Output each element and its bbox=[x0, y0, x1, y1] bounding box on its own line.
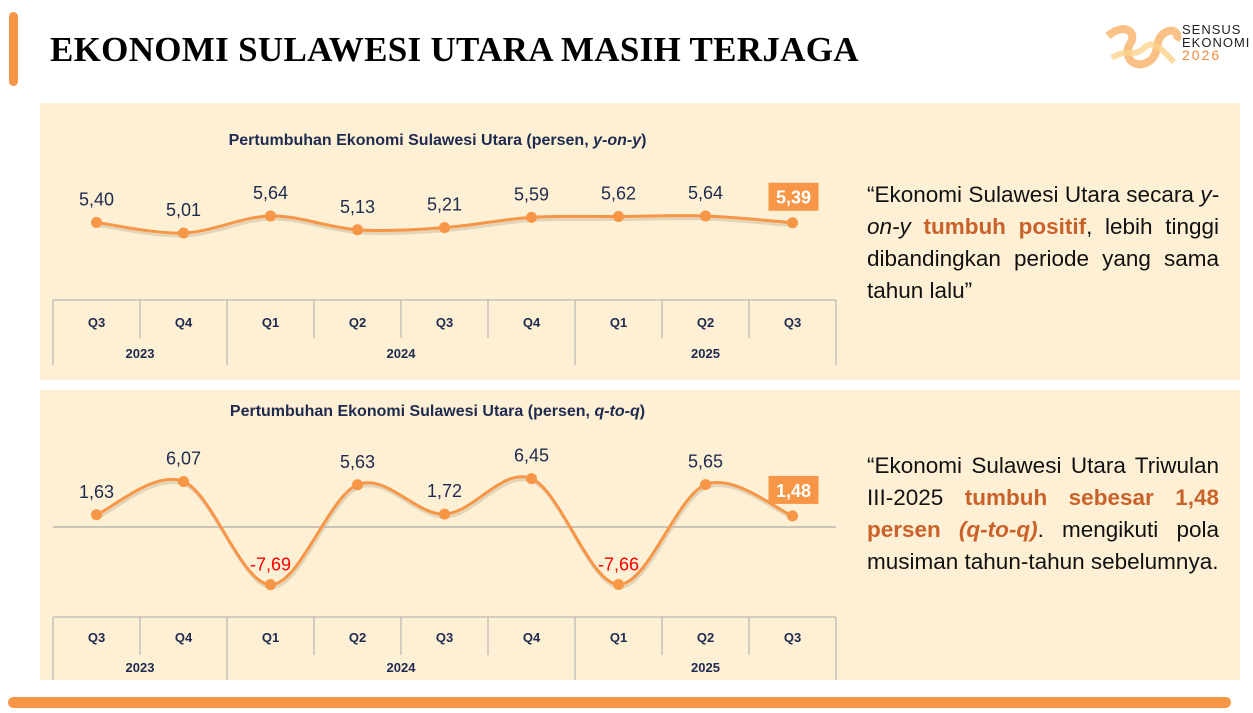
data-label: -7,66 bbox=[598, 554, 639, 574]
data-point bbox=[91, 216, 102, 228]
year-tick-label: 2023 bbox=[126, 346, 155, 361]
quarter-tick-label: Q3 bbox=[784, 315, 801, 330]
data-point bbox=[787, 510, 798, 522]
data-label: 5,64 bbox=[688, 183, 723, 203]
data-point bbox=[265, 210, 276, 222]
quarter-tick-label: Q1 bbox=[610, 630, 627, 645]
data-point bbox=[439, 222, 450, 234]
quarter-tick-label: Q1 bbox=[262, 315, 279, 330]
data-point bbox=[613, 578, 624, 590]
year-tick-label: 2025 bbox=[691, 346, 720, 361]
data-point bbox=[352, 224, 363, 236]
quote-text bbox=[911, 214, 924, 239]
quarter-tick-label: Q3 bbox=[88, 630, 105, 645]
quarter-tick-label: Q2 bbox=[349, 315, 366, 330]
year-tick-label: 2024 bbox=[387, 346, 417, 361]
ribbon-logo-icon bbox=[1105, 25, 1182, 69]
year-tick-label: 2024 bbox=[387, 660, 417, 675]
data-point bbox=[178, 227, 189, 239]
quarter-tick-label: Q1 bbox=[262, 630, 279, 645]
quarter-tick-label: Q4 bbox=[523, 315, 541, 330]
quote-highlight-italic: (q-to-q) bbox=[958, 517, 1038, 542]
logo-text: EKONOMI bbox=[1182, 35, 1251, 50]
logo-text: SENSUS bbox=[1182, 22, 1242, 37]
chart-title-text: Pertumbuhan Ekonomi Sulawesi Utara (pers… bbox=[229, 403, 595, 420]
data-label: 5,01 bbox=[166, 200, 201, 220]
data-label: 5,39 bbox=[776, 188, 811, 208]
quarter-tick-label: Q2 bbox=[349, 630, 366, 645]
data-point bbox=[265, 579, 276, 591]
quote-highlight: tumbuh positif bbox=[923, 214, 1087, 239]
title-accent-bar bbox=[9, 12, 18, 86]
chart-title: Pertumbuhan Ekonomi Sulawesi Utara (pers… bbox=[40, 403, 835, 421]
page-title: EKONOMI SULAWESI UTARA MASIH TERJAGA bbox=[50, 30, 859, 69]
data-label: 5,65 bbox=[688, 452, 723, 472]
quarter-tick-label: Q3 bbox=[436, 630, 453, 645]
quarter-tick-label: Q1 bbox=[610, 315, 627, 330]
quarter-tick-label: Q2 bbox=[697, 630, 714, 645]
chart-title-end: ) bbox=[639, 403, 646, 420]
highlight-label-box bbox=[768, 182, 819, 211]
quote-text: . mengikuti pola musiman tahun-tahun seb… bbox=[867, 517, 1219, 574]
quarter-tick-label: Q4 bbox=[175, 630, 193, 645]
data-label: 5,40 bbox=[79, 189, 114, 209]
quote-text: , lebih tinggi dibandingkan periode yang… bbox=[867, 214, 1219, 303]
quote-italic: y-on-y bbox=[867, 182, 1219, 239]
quarter-tick-label: Q3 bbox=[784, 630, 801, 645]
quote-highlight: tumbuh sebesar 1,48 persen bbox=[867, 485, 1219, 542]
sensus-ekonomi-logo: SENSUS EKONOMI 2026 bbox=[1104, 18, 1253, 76]
data-label: 5,63 bbox=[340, 452, 375, 472]
data-label: 6,45 bbox=[514, 446, 549, 466]
data-point bbox=[178, 475, 189, 487]
data-point bbox=[352, 479, 363, 491]
chart-title-italic: q-to-q bbox=[594, 403, 640, 420]
data-label: 1,63 bbox=[79, 482, 114, 502]
qtq-chart: Q3 Q4 Q1 Q2 Q3 Q4 Q1 Q2 Q3 2023 2024 2025 1,63 6,07 -7… bbox=[52, 446, 837, 680]
quarter-tick-label: Q4 bbox=[523, 630, 541, 645]
data-point bbox=[613, 211, 624, 223]
yoy-chart: Q3 Q4 Q1 Q2 Q3 Q4 Q1 Q2 Q3 2023 2024 2025 5,40 5,01 5,… bbox=[52, 182, 837, 365]
data-label: 5,13 bbox=[340, 197, 375, 217]
chart-title-italic: y-on-y bbox=[593, 132, 642, 149]
quarter-tick-label: Q2 bbox=[697, 315, 714, 330]
quarter-tick-label: Q3 bbox=[88, 315, 105, 330]
quote-text: “Ekonomi Sulawesi Utara secara bbox=[867, 182, 1201, 207]
chart-title-text: Pertumbuhan Ekonomi Sulawesi Utara (pers… bbox=[228, 132, 594, 149]
footer-bar bbox=[8, 697, 1231, 708]
data-label: 5,21 bbox=[427, 195, 462, 215]
data-point bbox=[439, 508, 450, 520]
data-point bbox=[700, 210, 711, 222]
data-point bbox=[91, 509, 102, 521]
logo-year: 2026 bbox=[1182, 47, 1222, 63]
data-label: 1,72 bbox=[427, 481, 462, 501]
data-label: 5,62 bbox=[601, 184, 636, 204]
qtq-panel: Pertumbuhan Ekonomi Sulawesi Utara (pers… bbox=[40, 390, 1240, 680]
data-point bbox=[526, 211, 537, 223]
yoy-panel: Pertumbuhan Ekonomi Sulawesi Utara (pers… bbox=[40, 103, 1240, 380]
data-point bbox=[526, 473, 537, 485]
data-point bbox=[787, 217, 798, 229]
year-tick-label: 2023 bbox=[126, 660, 155, 675]
quote-text: “Ekonomi Sulawesi Utara Triwulan III-202… bbox=[867, 453, 1219, 510]
chart-title: Pertumbuhan Ekonomi Sulawesi Utara (pers… bbox=[40, 132, 835, 150]
chart-title-end: ) bbox=[641, 132, 647, 149]
data-label: 1,48 bbox=[776, 481, 811, 501]
yoy-quote: “Ekonomi Sulawesi Utara secara y-on-y tu… bbox=[867, 179, 1219, 307]
data-label: -7,69 bbox=[250, 555, 291, 575]
highlight-label-box bbox=[768, 475, 819, 504]
data-label: 5,64 bbox=[253, 183, 288, 203]
year-tick-label: 2025 bbox=[691, 660, 720, 675]
qtq-quote: “Ekonomi Sulawesi Utara Triwulan III-202… bbox=[867, 450, 1219, 578]
data-point bbox=[700, 479, 711, 491]
data-label: 5,59 bbox=[514, 184, 549, 204]
quarter-tick-label: Q4 bbox=[175, 315, 193, 330]
quarter-tick-label: Q3 bbox=[436, 315, 453, 330]
data-label: 6,07 bbox=[166, 448, 201, 468]
